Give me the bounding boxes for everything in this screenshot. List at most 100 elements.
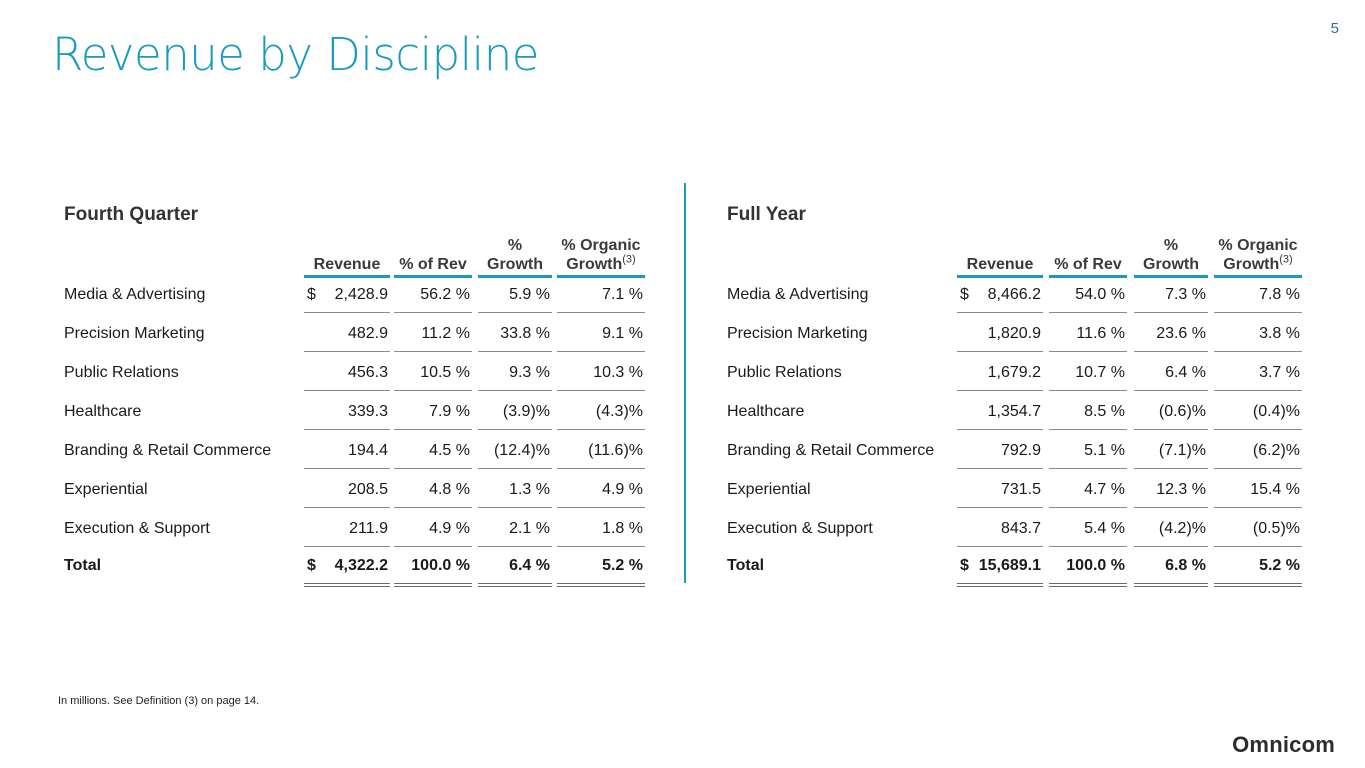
cell-growth: (7.1)%: [1134, 432, 1208, 469]
row-label: Healthcare: [64, 403, 142, 420]
cell-value: 4.9 %: [602, 481, 643, 498]
cell-value: 1,679.2: [987, 364, 1041, 381]
cell-organic: 3.8 %: [1214, 315, 1302, 352]
cell-growth: 6.8 %: [1134, 549, 1208, 587]
cell-value: (0.4)%: [1252, 403, 1300, 420]
cell-value: 10.5 %: [420, 364, 470, 381]
cell-revenue: $15,689.1: [957, 549, 1043, 587]
cell-pct-rev: 11.6 %: [1049, 315, 1127, 352]
cell-growth: 12.3 %: [1134, 471, 1208, 508]
cell-value: 3.8 %: [1259, 325, 1300, 342]
cell-value: 843.7: [1000, 520, 1041, 537]
header-pct-of-rev-label: % of Rev: [1054, 256, 1122, 273]
cell-value: (0.5)%: [1252, 520, 1300, 537]
header-growth-line1: %: [507, 237, 523, 254]
footnote-ref: (3): [622, 253, 636, 266]
footnote: In millions. See Definition (3) on page …: [58, 695, 260, 707]
cell-revenue: 1,354.7: [957, 393, 1043, 430]
cell-value: 194.4: [347, 442, 388, 459]
cell-value: 54.0 %: [1075, 286, 1125, 303]
currency-symbol: $: [307, 286, 316, 303]
cell-pct-rev: 11.2 %: [394, 315, 472, 352]
cell-value: 8.5 %: [1084, 403, 1125, 420]
cell-value: 100.0 %: [411, 557, 470, 574]
cell-value: 6.8 %: [1165, 557, 1206, 574]
cell-organic: (0.4)%: [1214, 393, 1302, 430]
cell-value: (11.6)%: [588, 442, 643, 459]
cell-revenue: 211.9: [304, 510, 390, 547]
cell-value: 5.4 %: [1084, 520, 1125, 537]
cell-growth: (0.6)%: [1134, 393, 1208, 430]
cell-pct-rev: 8.5 %: [1049, 393, 1127, 430]
header-organic-line1: % Organic: [561, 237, 641, 254]
cell-value: (12.4)%: [493, 442, 550, 459]
cell-revenue: 1,820.9: [957, 315, 1043, 352]
row-label: Experiential: [727, 481, 811, 498]
table-row: Precision Marketing 482.9 11.2 % 33.8 % 9.1 …: [64, 315, 664, 354]
cell-pct-rev: 54.0 %: [1049, 276, 1127, 313]
row-label: Media & Advertising: [727, 286, 869, 303]
cell-organic: (6.2)%: [1214, 432, 1302, 469]
cell-value: 8,466.2: [987, 286, 1041, 303]
cell-organic: 3.7 %: [1214, 354, 1302, 391]
cell-pct-rev: 10.5 %: [394, 354, 472, 391]
cell-revenue: 208.5: [304, 471, 390, 508]
fourth-quarter-panel: Fourth Quarter Revenue % of Rev% Growth % O…: [64, 204, 645, 587]
cell-value: 100.0 %: [1066, 557, 1125, 574]
header-growth-line2: Growth: [487, 256, 543, 273]
currency-symbol: $: [960, 286, 969, 303]
cell-value: 11.6 %: [1076, 325, 1125, 342]
header-organic-growth: % Organic Growth(3): [557, 234, 645, 278]
cell-revenue: 792.9: [957, 432, 1043, 469]
header-growth: % Growth: [478, 234, 552, 278]
table-row: Media & Advertising $8,466.2 54.0 % 7.3 % 7.…: [727, 276, 1327, 315]
row-label: Public Relations: [727, 364, 842, 381]
row-label: Public Relations: [64, 364, 179, 381]
table-row: Experiential 208.5 4.8 % 1.3 % 4.9 %: [64, 471, 664, 510]
cell-value: 7.1 %: [602, 286, 643, 303]
cell-organic: 5.2 %: [1214, 549, 1302, 587]
cell-growth: (3.9)%: [478, 393, 552, 430]
cell-value: 10.3 %: [593, 364, 643, 381]
cell-pct-rev: 4.7 %: [1049, 471, 1127, 508]
cell-value: (7.1)%: [1158, 442, 1206, 459]
page-number: 5: [1330, 20, 1339, 37]
cell-value: 482.9: [347, 325, 388, 342]
header-organic-growth: % Organic Growth(3): [1214, 234, 1302, 278]
cell-growth: 6.4 %: [478, 549, 552, 587]
cell-value: 1,354.7: [987, 403, 1041, 420]
header-organic-line2-wrap: Growth(3): [557, 253, 645, 274]
currency-symbol: $: [307, 557, 316, 574]
header-revenue-label: Revenue: [966, 256, 1034, 273]
cell-pct-rev: 5.1 %: [1049, 432, 1127, 469]
table-row: Public Relations 1,679.2 10.7 % 6.4 % 3.7 %: [727, 354, 1327, 393]
header-pct-of-rev: % of Rev: [394, 234, 472, 278]
cell-value: 5.1 %: [1084, 442, 1125, 459]
row-label: Execution & Support: [727, 520, 873, 537]
table-row: Branding & Retail Commerce 194.4 4.5 % (12.…: [64, 432, 664, 471]
cell-value: 3.7 %: [1259, 364, 1300, 381]
cell-value: 6.4 %: [1165, 364, 1206, 381]
cell-value: (3.9)%: [502, 403, 550, 420]
cell-organic: (11.6)%: [557, 432, 645, 469]
cell-revenue: 843.7: [957, 510, 1043, 547]
cell-organic: 1.8 %: [557, 510, 645, 547]
table-row: Healthcare 1,354.7 8.5 % (0.6)% (0.4)%: [727, 393, 1327, 432]
cell-value: 12.3 %: [1156, 481, 1206, 498]
cell-value: (6.2)%: [1252, 442, 1300, 459]
table-row: Branding & Retail Commerce 792.9 5.1 % (7.1…: [727, 432, 1327, 471]
cell-value: 15,689.1: [978, 557, 1041, 574]
cell-value: 208.5: [347, 481, 388, 498]
cell-pct-rev: 4.9 %: [394, 510, 472, 547]
cell-organic: 5.2 %: [557, 549, 645, 587]
cell-growth: (12.4)%: [478, 432, 552, 469]
cell-value: 211.9: [349, 520, 388, 537]
cell-organic: 9.1 %: [557, 315, 645, 352]
cell-growth: 9.3 %: [478, 354, 552, 391]
table-row: Experiential 731.5 4.7 % 12.3 % 15.4 %: [727, 471, 1327, 510]
header-growth-line1: %: [1163, 237, 1179, 254]
cell-value: 792.9: [1000, 442, 1041, 459]
cell-organic: 15.4 %: [1214, 471, 1302, 508]
cell-organic: (0.5)%: [1214, 510, 1302, 547]
cell-growth: 1.3 %: [478, 471, 552, 508]
